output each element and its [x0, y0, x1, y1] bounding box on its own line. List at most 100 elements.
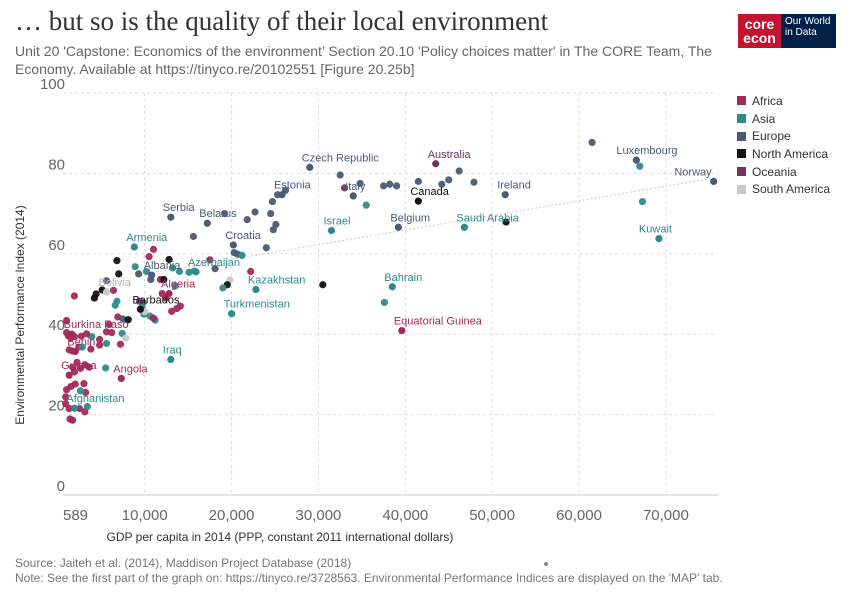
- data-point[interactable]: [247, 267, 255, 276]
- data-point[interactable]: [102, 364, 110, 372]
- data-point[interactable]: [95, 341, 104, 349]
- data-point[interactable]: [135, 270, 143, 278]
- data-point[interactable]: [165, 255, 173, 264]
- data-point[interactable]: [78, 343, 86, 351]
- data-point[interactable]: [588, 138, 596, 147]
- data-point[interactable]: [116, 340, 125, 348]
- data-point[interactable]: [269, 226, 277, 234]
- legend-item[interactable]: South America: [737, 180, 830, 198]
- data-point[interactable]: [80, 380, 88, 388]
- data-point[interactable]: [131, 263, 139, 271]
- data-point[interactable]: [160, 275, 168, 284]
- labeled-data-point[interactable]: [165, 289, 173, 298]
- labeled-data-point[interactable]: [252, 285, 260, 294]
- data-point[interactable]: [219, 284, 227, 292]
- data-point[interactable]: [145, 253, 153, 261]
- data-point[interactable]: [251, 208, 259, 216]
- data-point[interactable]: [502, 218, 510, 226]
- data-point[interactable]: [175, 267, 184, 276]
- legend-item[interactable]: Asia: [737, 110, 830, 128]
- data-point[interactable]: [62, 393, 70, 401]
- data-point[interactable]: [379, 182, 388, 190]
- legend-item[interactable]: North America: [737, 145, 830, 163]
- data-point[interactable]: [206, 256, 214, 264]
- core-econ-logo[interactable]: core econ: [738, 14, 781, 48]
- data-point[interactable]: [393, 182, 401, 190]
- owid-logo[interactable]: Our World in Data: [781, 14, 836, 48]
- data-point[interactable]: [149, 245, 158, 253]
- data-point[interactable]: [90, 294, 98, 302]
- data-point[interactable]: [221, 210, 229, 218]
- labeled-data-point[interactable]: [710, 177, 718, 186]
- data-point[interactable]: [115, 270, 123, 278]
- data-point[interactable]: [470, 178, 478, 186]
- legend-item[interactable]: Europe: [737, 127, 830, 145]
- data-point[interactable]: [65, 404, 73, 413]
- labeled-data-point[interactable]: [130, 243, 138, 251]
- data-point[interactable]: [73, 358, 81, 366]
- data-point[interactable]: [75, 404, 84, 413]
- labeled-data-point[interactable]: [398, 326, 406, 335]
- labeled-data-point[interactable]: [388, 283, 396, 291]
- labeled-data-point[interactable]: [192, 268, 200, 276]
- data-point[interactable]: [158, 289, 166, 298]
- data-point[interactable]: [105, 320, 113, 329]
- legend[interactable]: Africa Asia Europe North America Oceania Sout…: [737, 92, 830, 198]
- data-point[interactable]: [95, 335, 104, 344]
- data-point[interactable]: [102, 328, 111, 336]
- labeled-data-point[interactable]: [278, 191, 286, 199]
- data-points[interactable]: [62, 138, 718, 424]
- labeled-data-point[interactable]: [148, 271, 156, 279]
- data-point[interactable]: [69, 416, 77, 424]
- labeled-data-point[interactable]: [65, 371, 73, 379]
- labeled-data-point[interactable]: [394, 223, 402, 231]
- data-point[interactable]: [438, 180, 446, 188]
- data-point[interactable]: [168, 307, 176, 315]
- data-point[interactable]: [176, 302, 184, 310]
- data-point[interactable]: [189, 232, 197, 241]
- data-point[interactable]: [85, 363, 93, 371]
- data-point[interactable]: [122, 334, 130, 342]
- labeled-data-point[interactable]: [167, 355, 175, 364]
- data-point[interactable]: [83, 402, 92, 411]
- data-point[interactable]: [142, 267, 151, 276]
- data-point[interactable]: [76, 387, 85, 395]
- data-point[interactable]: [62, 386, 71, 394]
- data-point[interactable]: [336, 171, 344, 179]
- labeled-data-point[interactable]: [432, 160, 440, 168]
- labeled-data-point[interactable]: [501, 191, 509, 199]
- labeled-data-point[interactable]: [203, 219, 211, 227]
- data-point[interactable]: [386, 180, 394, 188]
- data-point[interactable]: [414, 177, 422, 186]
- data-point[interactable]: [445, 176, 453, 184]
- data-point[interactable]: [168, 264, 177, 272]
- data-point[interactable]: [267, 210, 275, 218]
- labeled-data-point[interactable]: [102, 288, 111, 296]
- data-point[interactable]: [455, 167, 463, 175]
- labeled-data-point[interactable]: [227, 310, 236, 318]
- labeled-data-point[interactable]: [117, 374, 125, 383]
- data-point[interactable]: [109, 286, 118, 294]
- labeled-data-point[interactable]: [349, 192, 357, 200]
- data-point[interactable]: [243, 216, 251, 224]
- data-point[interactable]: [380, 298, 389, 307]
- data-point[interactable]: [262, 244, 270, 252]
- data-point[interactable]: [238, 251, 246, 260]
- labeled-data-point[interactable]: [460, 223, 468, 231]
- legend-item[interactable]: Africa: [737, 92, 830, 110]
- data-point[interactable]: [171, 282, 179, 290]
- data-point[interactable]: [340, 184, 349, 192]
- labeled-data-point[interactable]: [327, 226, 336, 235]
- data-point[interactable]: [268, 197, 277, 206]
- labeled-data-point[interactable]: [632, 156, 640, 164]
- legend-item[interactable]: Oceania: [737, 163, 830, 181]
- data-point[interactable]: [70, 292, 78, 300]
- data-point[interactable]: [111, 301, 119, 309]
- labeled-data-point[interactable]: [167, 213, 175, 221]
- data-point[interactable]: [77, 332, 85, 340]
- data-point[interactable]: [356, 179, 364, 188]
- data-point[interactable]: [87, 345, 95, 353]
- data-point[interactable]: [149, 314, 158, 322]
- labeled-data-point[interactable]: [306, 163, 314, 171]
